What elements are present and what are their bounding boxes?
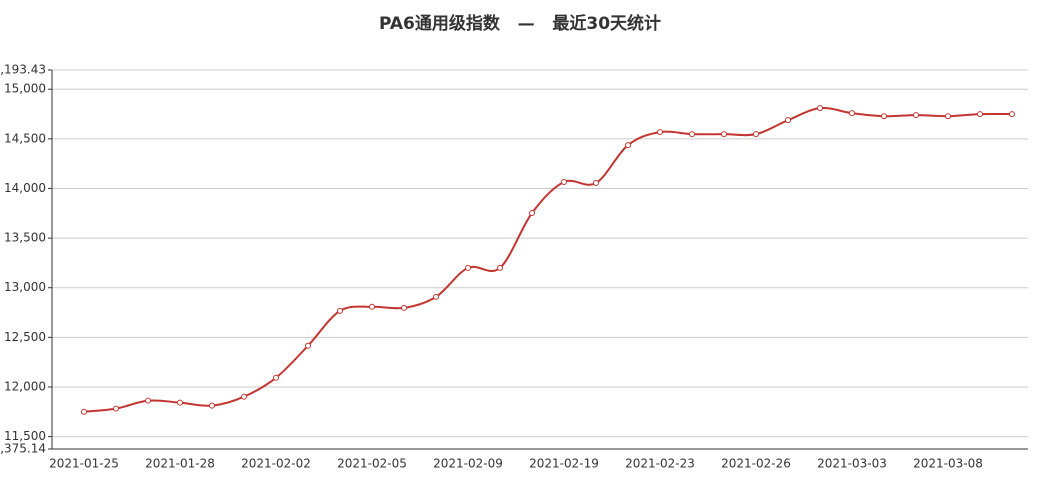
x-tick-label: 2021-02-19	[529, 457, 599, 471]
point	[977, 111, 983, 118]
point	[177, 399, 183, 406]
point	[529, 209, 535, 216]
line	[83, 106, 1013, 413]
x-tick-label: 2021-01-25	[49, 457, 119, 471]
y-tick-label: 12,500	[4, 330, 46, 344]
y-tick-label: 13,000	[4, 280, 46, 294]
point	[273, 374, 279, 381]
point	[561, 179, 567, 186]
point	[945, 113, 951, 120]
y-tick-label: 12,000	[4, 379, 46, 393]
point	[81, 408, 87, 415]
point	[721, 131, 727, 138]
x-tick-label: 2021-03-03	[817, 457, 887, 471]
x-tick-label: 2021-02-26	[721, 457, 791, 471]
y-tick-label: 14,500	[4, 131, 46, 145]
x-tick-label: 2021-02-02	[241, 457, 311, 471]
point	[145, 397, 151, 404]
point	[113, 405, 119, 412]
point	[433, 293, 439, 300]
point	[881, 113, 887, 120]
point	[785, 117, 791, 124]
y-tick-label: 15,000	[4, 82, 46, 96]
chart-title: PA6通用级指数 — 最近30天统计	[379, 13, 661, 34]
y-tick-label: 11,500	[4, 429, 46, 443]
point	[689, 131, 695, 138]
point	[1009, 111, 1015, 118]
point	[593, 179, 599, 186]
x-tick-label: 2021-03-08	[913, 457, 983, 471]
y-tick-label: 13,500	[4, 231, 46, 245]
y-tick-label: 14,000	[4, 181, 46, 195]
point	[657, 129, 663, 136]
point	[305, 342, 311, 349]
point	[241, 393, 247, 400]
y-tick-label: 11,375.14	[0, 442, 46, 456]
point	[369, 303, 375, 310]
x-tick-label: 2021-02-05	[337, 457, 407, 471]
point	[913, 112, 919, 119]
x-tick-label: 2021-02-09	[433, 457, 503, 471]
point	[625, 142, 631, 149]
point	[465, 264, 471, 271]
point	[401, 304, 407, 311]
point	[849, 110, 855, 117]
x-tick-label: 2021-01-28	[145, 457, 215, 471]
point	[497, 264, 503, 271]
point	[817, 105, 823, 112]
point	[753, 131, 759, 138]
x-tick-label: 2021-02-23	[625, 457, 695, 471]
point	[337, 307, 343, 314]
y-tick-label: 15,193.43	[0, 63, 46, 77]
point	[209, 402, 215, 409]
